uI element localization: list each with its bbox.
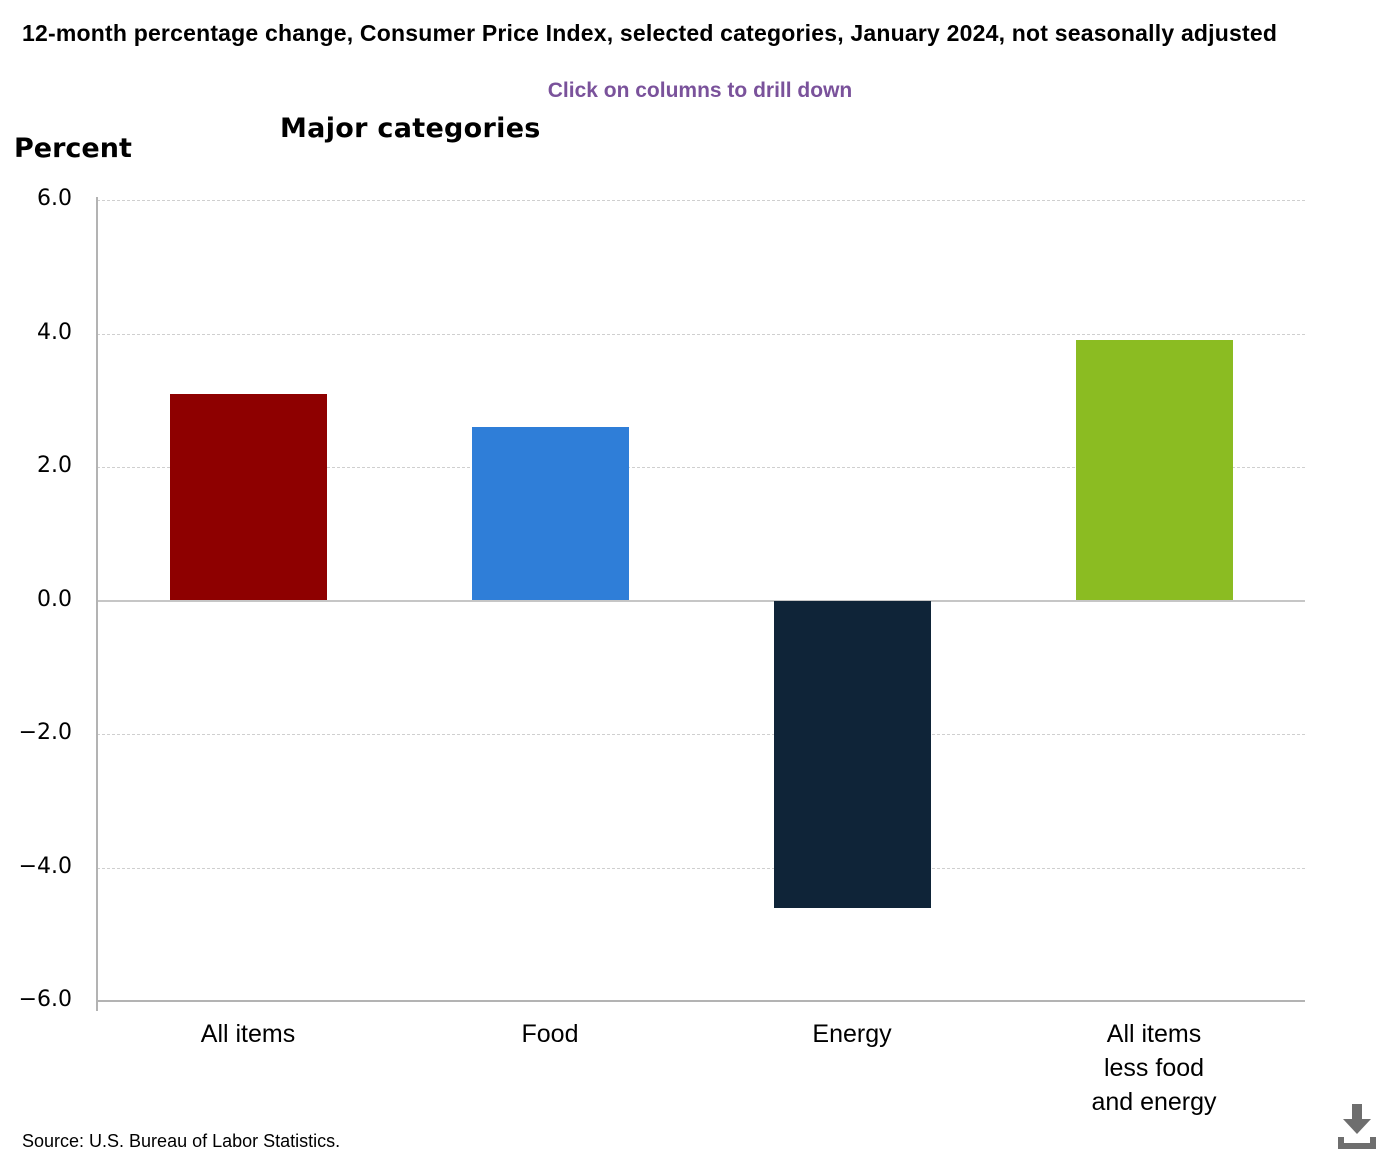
y-axis-unit-label: Percent [14, 133, 132, 164]
chart-title: Major categories [280, 113, 541, 144]
gridline [97, 200, 1305, 201]
x-axis-label-all-items-less-food-and-energy: All items less food and energy [1091, 1020, 1217, 1116]
y-tick-label: −4.0 [18, 853, 72, 879]
gridline [97, 467, 1305, 468]
x-axis-label-food: Food [521, 1020, 579, 1048]
y-tick-label: 6.0 [37, 186, 72, 211]
bar-all-items[interactable] [169, 393, 327, 601]
zero-baseline [97, 599, 1305, 602]
source-note: Source: U.S. Bureau of Labor Statistics. [22, 1131, 341, 1151]
bar-energy[interactable] [773, 600, 931, 908]
x-axis-label-energy: Energy [812, 1020, 892, 1048]
page-title: 12-month percentage change, Consumer Pri… [22, 20, 1278, 46]
y-axis-line [96, 197, 98, 1011]
y-tick-label: 4.0 [37, 319, 72, 345]
gridline [97, 734, 1305, 735]
y-tick-label: 2.0 [37, 453, 72, 478]
gridline [97, 333, 1305, 335]
x-axis-label-all-items: All items [200, 1020, 296, 1048]
y-tick-label: −2.0 [18, 720, 72, 745]
bar-all-items-less-food-and-energy[interactable] [1075, 340, 1233, 601]
download-icon [1338, 1104, 1376, 1149]
y-tick-label: −6.0 [18, 987, 72, 1012]
y-tick-label: 0.0 [37, 586, 72, 612]
x-axis-line [97, 1000, 1305, 1002]
drill-down-hint: Click on columns to drill down [547, 79, 853, 102]
bar-food[interactable] [471, 426, 629, 601]
gridline [97, 867, 1305, 869]
download-button[interactable] [1333, 1100, 1381, 1154]
